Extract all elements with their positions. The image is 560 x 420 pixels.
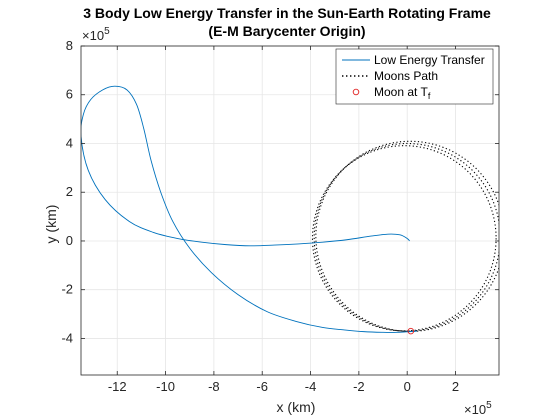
moon-path-line: [311, 145, 497, 332]
x-tick-label: -8: [208, 379, 220, 394]
x-tick-label: -12: [108, 379, 127, 394]
y-tick-label: -2: [61, 282, 73, 297]
x-tick-label: 0: [404, 379, 411, 394]
y-tick-label: 8: [66, 38, 73, 53]
x-tick-label: -6: [256, 379, 268, 394]
x-tick-label: -10: [156, 379, 175, 394]
axis-ticks: -12 -10 -8 -6 -4 -2 0 2 -4 -2 0 2 4 6 8: [61, 38, 499, 394]
axes-box: [80, 45, 500, 376]
y-axis-label: y (km): [43, 205, 59, 244]
y-exponent: ×105: [82, 26, 110, 43]
y-tick-label: 6: [66, 87, 73, 102]
chart-subtitle: (E-M Barycenter Origin): [208, 23, 365, 39]
x-tick-label: 2: [452, 379, 459, 394]
legend-transfer-label: Low Energy Transfer: [374, 53, 485, 67]
x-exponent: ×105: [464, 400, 492, 417]
x-tick-label: -2: [353, 379, 365, 394]
legend: Low Energy Transfer Moons Path Moon at T…: [335, 48, 494, 105]
x-axis-label: x (km): [277, 399, 316, 415]
y-tick-label: -4: [61, 330, 73, 345]
x-tick-label: -4: [305, 379, 317, 394]
y-tick-label: 4: [66, 135, 73, 150]
y-tick-label: 0: [66, 233, 73, 248]
moon-path-line: [315, 140, 499, 332]
legend-moon-marker-swatch: [352, 88, 360, 96]
transfer-trajectory-line: [81, 85, 417, 333]
moon-at-tf-marker: [407, 327, 415, 335]
moon-path-line: [313, 142, 499, 332]
chart-title: 3 Body Low Energy Transfer in the Sun-Ea…: [83, 5, 491, 21]
y-tick-label: 2: [66, 184, 73, 199]
legend-moon-marker-label: Moon at Tf: [374, 85, 431, 101]
plot-data: [81, 85, 499, 335]
legend-moon-path-label: Moons Path: [374, 69, 438, 83]
